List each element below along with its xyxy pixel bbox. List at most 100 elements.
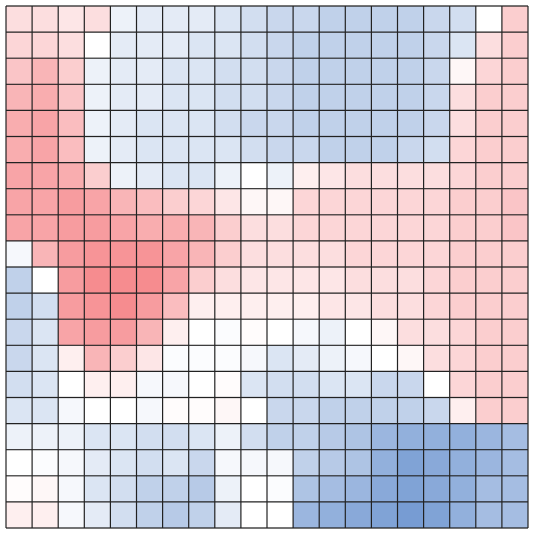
heatmap-cell [6, 293, 32, 319]
heatmap-cell [6, 450, 32, 476]
heatmap-cell [319, 189, 345, 215]
heatmap-cell [6, 137, 32, 163]
heatmap-cell [215, 58, 241, 84]
heatmap-cell [345, 137, 371, 163]
heatmap-cell [163, 110, 189, 136]
heatmap-cell [424, 110, 450, 136]
heatmap-cell [319, 319, 345, 345]
heatmap-cell [241, 241, 267, 267]
heatmap-cell [267, 163, 293, 189]
heatmap-cell [424, 345, 450, 371]
heatmap-cell [241, 6, 267, 32]
heatmap-cell [215, 476, 241, 502]
heatmap-cell [137, 293, 163, 319]
heatmap-cell [293, 58, 319, 84]
heatmap-cell [84, 163, 110, 189]
heatmap-cell [450, 371, 476, 397]
heatmap-cell [6, 476, 32, 502]
heatmap-cell [241, 163, 267, 189]
heatmap-cell [319, 293, 345, 319]
heatmap-cell [345, 215, 371, 241]
heatmap-cell [450, 398, 476, 424]
heatmap-cell [215, 502, 241, 528]
heatmap-cell [424, 32, 450, 58]
heatmap-cell [163, 6, 189, 32]
heatmap-cell [32, 293, 58, 319]
heatmap-cell [293, 476, 319, 502]
heatmap-cell [32, 137, 58, 163]
heatmap-cell [371, 502, 397, 528]
heatmap-cell [215, 241, 241, 267]
heatmap-cell [398, 267, 424, 293]
heatmap-cell [502, 84, 528, 110]
heatmap-cell [293, 110, 319, 136]
heatmap-cell [58, 189, 84, 215]
heatmap-cell [502, 293, 528, 319]
heatmap-cell [398, 189, 424, 215]
heatmap-cell [189, 502, 215, 528]
heatmap-cell [58, 371, 84, 397]
heatmap-cell [84, 32, 110, 58]
heatmap-cell [32, 398, 58, 424]
heatmap-cell [110, 137, 136, 163]
heatmap-cell [137, 110, 163, 136]
heatmap-cell [189, 215, 215, 241]
heatmap-cell [476, 371, 502, 397]
heatmap-cell [163, 293, 189, 319]
heatmap-cell [476, 32, 502, 58]
heatmap-cell [424, 450, 450, 476]
heatmap-cell [371, 215, 397, 241]
heatmap-cell [84, 319, 110, 345]
heatmap-cell [6, 371, 32, 397]
heatmap-cell [424, 267, 450, 293]
heatmap-cell [215, 267, 241, 293]
heatmap-cell [476, 450, 502, 476]
heatmap-cell [398, 137, 424, 163]
heatmap-cell [137, 476, 163, 502]
heatmap-cell [163, 398, 189, 424]
heatmap-cell [163, 450, 189, 476]
heatmap-cell [345, 84, 371, 110]
heatmap-cell [110, 293, 136, 319]
heatmap-cell [110, 163, 136, 189]
heatmap-cell [450, 6, 476, 32]
heatmap-cell [450, 163, 476, 189]
heatmap-cell [84, 58, 110, 84]
heatmap-cell [267, 215, 293, 241]
heatmap-cell [398, 398, 424, 424]
heatmap-cell [110, 476, 136, 502]
heatmap-cell [450, 241, 476, 267]
heatmap-cell [137, 84, 163, 110]
heatmap-cell [241, 137, 267, 163]
heatmap-cell [58, 398, 84, 424]
heatmap-cell [6, 241, 32, 267]
heatmap-cell [241, 476, 267, 502]
heatmap-cell [58, 450, 84, 476]
heatmap-cell [371, 241, 397, 267]
heatmap-cell [450, 476, 476, 502]
heatmap-cell [345, 502, 371, 528]
heatmap-cell [502, 502, 528, 528]
heatmap-cell [137, 6, 163, 32]
heatmap-cell [398, 32, 424, 58]
heatmap-cell [267, 6, 293, 32]
heatmap-cell [398, 215, 424, 241]
heatmap-cell [110, 502, 136, 528]
heatmap-cell [215, 84, 241, 110]
heatmap-cell [163, 502, 189, 528]
heatmap-cell [345, 398, 371, 424]
heatmap-cell [163, 58, 189, 84]
heatmap-cell [476, 215, 502, 241]
heatmap-cell [398, 110, 424, 136]
heatmap-cell [189, 58, 215, 84]
heatmap-cell [137, 267, 163, 293]
heatmap-cell [189, 267, 215, 293]
heatmap-cell [189, 293, 215, 319]
heatmap-cell [293, 398, 319, 424]
heatmap-cell [189, 84, 215, 110]
heatmap-cell [267, 398, 293, 424]
heatmap-cell [6, 424, 32, 450]
heatmap-cell [137, 424, 163, 450]
heatmap-cell [137, 319, 163, 345]
